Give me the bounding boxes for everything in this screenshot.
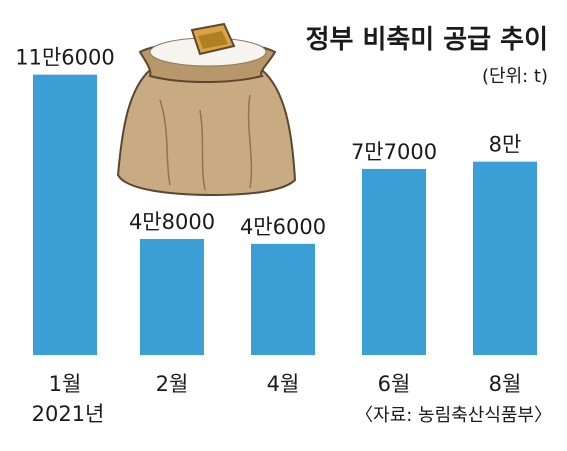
bar-1 [140, 239, 204, 355]
bar-4 [473, 161, 537, 355]
category-label-4: 8월 [489, 372, 522, 396]
sack-fold-lines [159, 94, 253, 191]
bar-3 [362, 168, 426, 355]
value-label-2: 4만6000 [240, 215, 326, 239]
year-label: 2021년 [32, 402, 105, 426]
value-label-3: 7만7000 [351, 140, 437, 164]
category-label-3: 6월 [378, 372, 411, 396]
value-label-1: 4만8000 [129, 210, 215, 234]
source-note: 〈자료: 농림축산식품부〉 [355, 405, 552, 426]
sack-body [116, 69, 297, 197]
category-label-0: 1월 [49, 372, 82, 396]
unit-label: (단위: t) [482, 66, 548, 87]
category-label-2: 4월 [267, 372, 300, 396]
value-label-0: 11만6000 [15, 46, 115, 70]
chart-title: 정부 비축미 공급 추이 [306, 25, 548, 55]
bar-2 [251, 243, 315, 355]
rice-scoop-icon [190, 22, 236, 56]
bars: 11만6000 1월 4만8000 2월 4만6000 4월 7만7000 6월 8만 8월 [15, 46, 537, 396]
bar-0 [33, 74, 97, 356]
rice-sack-illustration [116, 22, 297, 197]
category-label-1: 2월 [156, 372, 189, 396]
value-label-4: 8만 [489, 133, 522, 157]
